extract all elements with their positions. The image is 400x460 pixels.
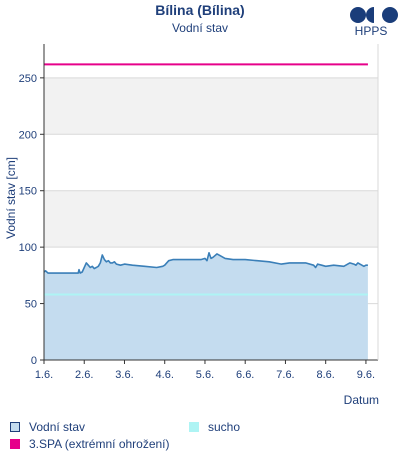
chart-subtitle: Vodní stav	[172, 21, 228, 35]
axes	[43, 44, 379, 361]
legend-swatch-water-level	[10, 422, 20, 432]
x-tick-label-0: 1.6.	[35, 369, 53, 381]
legend-item-water-level: Vodní stav	[10, 420, 85, 434]
y-axis-label: Vodní stav [cm]	[4, 157, 18, 239]
y-tick-label-5: 250	[19, 73, 37, 85]
water-level-area	[44, 252, 368, 360]
hpps-logo: HPPS	[350, 7, 398, 38]
x-tick-label-3: 4.6.	[156, 369, 174, 381]
y-tick-label-3: 150	[19, 186, 37, 198]
legend-swatch-spa3	[10, 439, 20, 449]
x-tick-label-6: 7.6.	[276, 369, 294, 381]
legend-label-spa3: 3.SPA (extrémní ohrožení)	[29, 437, 170, 451]
logo-circle-left	[350, 7, 366, 23]
y-tick-labels: 0 50 100 150 200 250	[19, 73, 44, 367]
x-tick-label-5: 6.6.	[236, 369, 254, 381]
y-tick-label-2: 100	[19, 242, 37, 254]
background-bands	[44, 77, 378, 248]
legend-swatch-drought	[189, 422, 199, 432]
band-0	[44, 190, 378, 248]
y-tick-label-1: 50	[25, 299, 37, 311]
legend: Vodní stav sucho 3.SPA (extrémní ohrožen…	[8, 420, 398, 454]
x-tick-label-8: 9.6.	[357, 369, 375, 381]
logo-circle-right	[382, 7, 398, 23]
x-tick-label-2: 3.6.	[115, 369, 133, 381]
y-tick-label-4: 200	[19, 129, 37, 141]
x-tick-label-7: 8.6.	[317, 369, 335, 381]
x-tick-labels: 1.6. 2.6. 3.6. 4.6. 5.6. 6.6. 7.6. 8.6. 9.6.	[35, 360, 375, 381]
logo-half-circle	[366, 7, 374, 23]
legend-item-drought: sucho	[189, 420, 240, 434]
band-1	[44, 77, 378, 135]
legend-label-drought: sucho	[208, 420, 241, 434]
series-layer	[43, 63, 368, 360]
x-axis-label: Datum	[344, 393, 379, 407]
x-tick-label-1: 2.6.	[75, 369, 93, 381]
legend-item-spa3: 3.SPA (extrémní ohrožení)	[10, 437, 170, 451]
logo-text: HPPS	[355, 24, 388, 38]
legend-label-water-level: Vodní stav	[29, 420, 86, 434]
y-tick-label-0: 0	[31, 355, 37, 367]
chart-title: Bílina (Bílina)	[155, 2, 244, 18]
x-tick-label-4: 5.6.	[196, 369, 214, 381]
water-level-line	[43, 252, 368, 274]
